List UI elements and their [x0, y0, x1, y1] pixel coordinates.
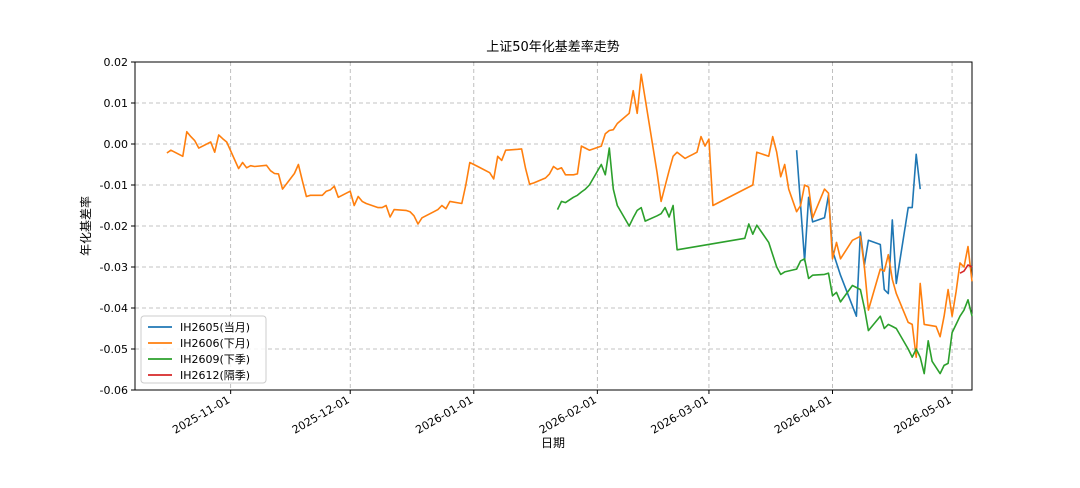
- x-axis-title: 日期: [541, 436, 565, 450]
- series-line-ih2612: [959, 264, 973, 274]
- y-tick-label: -0.05: [100, 343, 128, 356]
- legend-label: IH2606(下月): [180, 337, 250, 350]
- x-tick-label: 2025-11-01: [170, 393, 232, 436]
- series-line-ih2606: [166, 73, 973, 358]
- series-line-ih2609: [556, 147, 973, 375]
- x-tick-label: 2025-12-01: [290, 393, 352, 436]
- y-tick-label: -0.01: [100, 179, 128, 192]
- y-tick-label: 0.00: [104, 138, 129, 151]
- legend-box: [140, 315, 267, 384]
- x-tick-label: 2026-04-01: [772, 393, 834, 436]
- y-tick-label: 0.02: [104, 56, 129, 69]
- x-tick-label: 2026-03-01: [649, 393, 711, 436]
- x-tick-label: 2026-02-01: [537, 393, 599, 436]
- y-tick-label: -0.04: [100, 302, 128, 315]
- series-line-ih2605: [795, 150, 921, 317]
- y-axis-ticks: -0.06 -0.05 -0.04 -0.03 -0.02 -0.01 0.00 0.01 0.…: [100, 56, 135, 397]
- series-lines: [166, 73, 973, 375]
- x-tick-label: 2026-01-01: [413, 393, 475, 436]
- legend-label: IH2609(下季): [180, 353, 250, 366]
- y-tick-label: -0.02: [100, 220, 128, 233]
- y-tick-label: -0.06: [100, 384, 128, 397]
- y-tick-label: 0.01: [104, 97, 129, 110]
- y-tick-label: -0.03: [100, 261, 128, 274]
- chart-title: 上证50年化基差率走势: [486, 39, 620, 55]
- legend-label: IH2605(当月): [180, 320, 250, 334]
- y-axis-title: 年化基差率: [78, 196, 93, 256]
- legend: IH2605(当月) IH2606(下月) IH2609(下季) IH2612(隔季): [140, 315, 267, 384]
- x-tick-label: 2026-05-01: [892, 393, 954, 436]
- legend-label: IH2612(隔季): [180, 369, 250, 382]
- x-axis-ticks: 2025-11-01 2025-12-01 2026-01-01 2026-02-01…: [170, 390, 954, 437]
